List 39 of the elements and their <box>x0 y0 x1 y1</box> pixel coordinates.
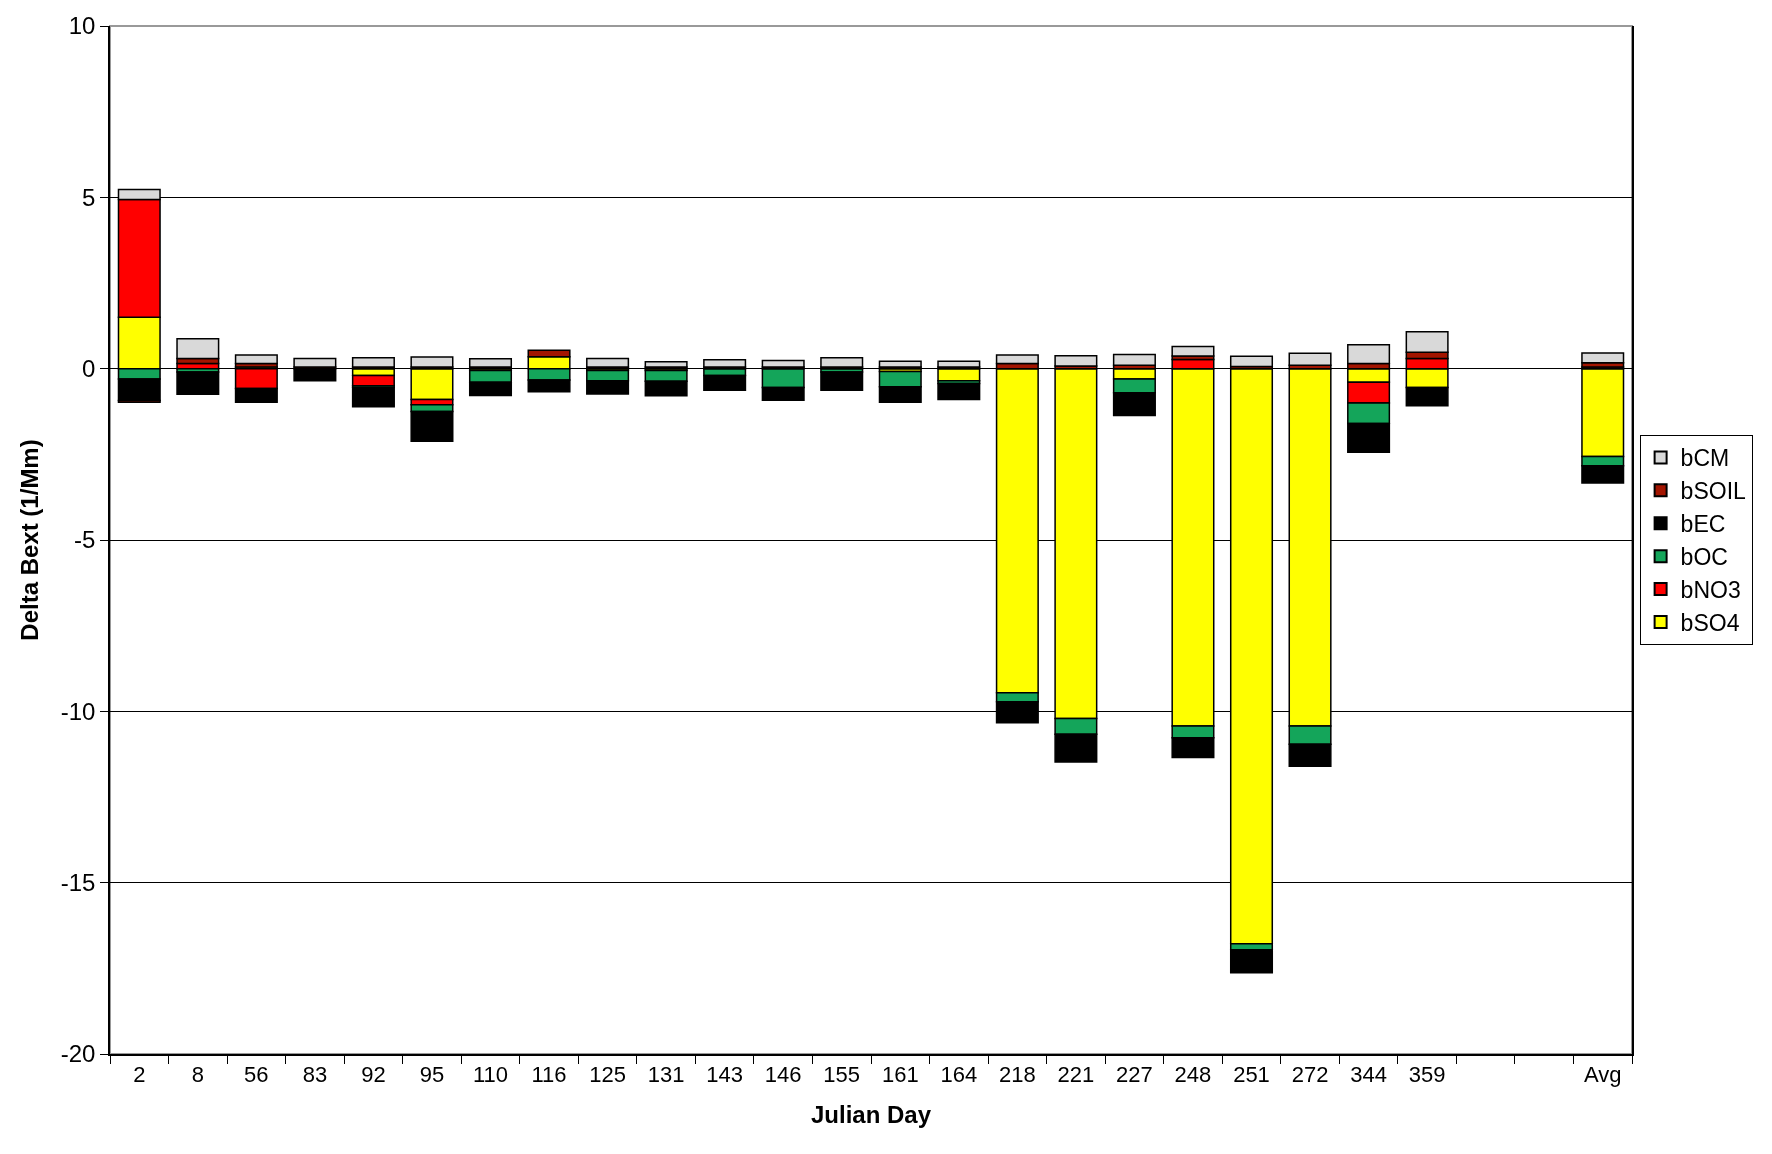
x-tick-label: 161 <box>881 1062 919 1088</box>
legend-label: bSOIL <box>1680 478 1747 505</box>
x-tick-label: 83 <box>302 1062 328 1088</box>
x-tick-label: 110 <box>472 1062 509 1088</box>
y-tick-label: -20 <box>60 1040 96 1068</box>
legend-label: bSO4 <box>1680 609 1740 636</box>
y-tick-label: 0 <box>82 355 96 383</box>
x-tick-label: 155 <box>823 1062 861 1088</box>
legend-label: bNO3 <box>1680 577 1741 604</box>
legend-label: bOC <box>1680 544 1728 571</box>
x-tick-label: 164 <box>940 1062 978 1088</box>
x-tick-label: 344 <box>1350 1062 1387 1088</box>
y-tick-label: -15 <box>60 869 96 897</box>
x-axis-title: Julian Day <box>810 1100 932 1128</box>
x-tick-label: 143 <box>706 1062 744 1088</box>
y-tick-label: -5 <box>74 526 96 554</box>
x-tick-label: 272 <box>1291 1062 1329 1088</box>
x-tick-label: 8 <box>191 1062 204 1088</box>
x-tick-label: 146 <box>764 1062 802 1088</box>
y-axis-title: Delta Bext (1/Mm) <box>16 439 44 641</box>
x-tick-label: Avg <box>1583 1062 1622 1088</box>
x-tick-label: 116 <box>531 1062 567 1088</box>
x-tick-label: 131 <box>647 1062 685 1088</box>
y-tick-label: 5 <box>82 183 96 211</box>
y-tick-label: -10 <box>60 697 96 725</box>
x-tick-label: 227 <box>1116 1062 1153 1088</box>
x-tick-label: 218 <box>998 1062 1036 1088</box>
x-tick-label: 95 <box>419 1062 445 1088</box>
x-tick-label: 92 <box>361 1062 386 1088</box>
x-tick-label: 251 <box>1233 1062 1270 1088</box>
x-tick-label: 359 <box>1408 1062 1446 1088</box>
y-tick-label: 10 <box>68 12 96 40</box>
x-tick-label: 248 <box>1174 1062 1212 1088</box>
x-tick-label: 56 <box>244 1062 269 1088</box>
x-tick-label: 221 <box>1057 1062 1095 1088</box>
legend-label: bCM <box>1680 445 1730 472</box>
x-tick-label: 125 <box>589 1062 626 1088</box>
x-tick-label: 2 <box>133 1062 146 1088</box>
legend-label: bEC <box>1680 511 1726 538</box>
